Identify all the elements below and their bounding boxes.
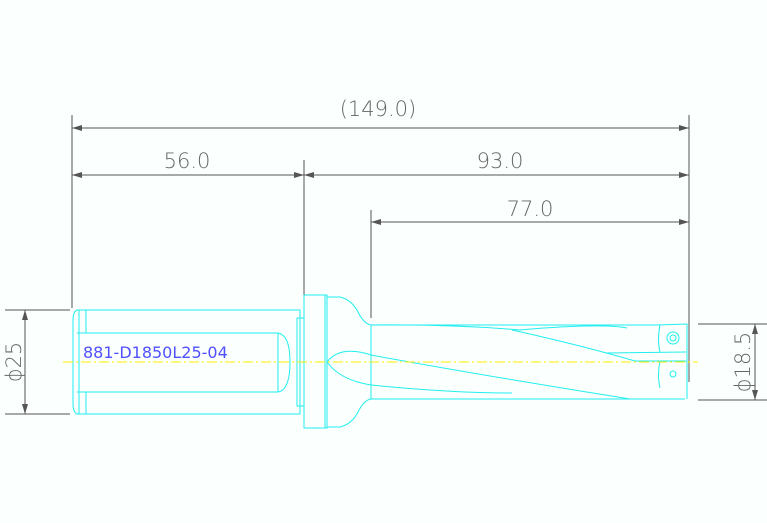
extension-lines	[5, 115, 767, 415]
body-length-text: 93.0	[477, 149, 524, 173]
drill-body	[370, 323, 688, 400]
flute-length-text: 77.0	[507, 197, 554, 221]
drill-diameter-text: ϕ18.5	[731, 332, 755, 393]
part-number-label: 881-D1850L25-04	[83, 343, 228, 362]
overall-length-text: (149.0)	[340, 97, 417, 121]
shank-diameter-text: ϕ25	[2, 342, 26, 383]
dimension-lines	[22, 125, 758, 414]
shank-length-text: 56.0	[164, 149, 211, 173]
